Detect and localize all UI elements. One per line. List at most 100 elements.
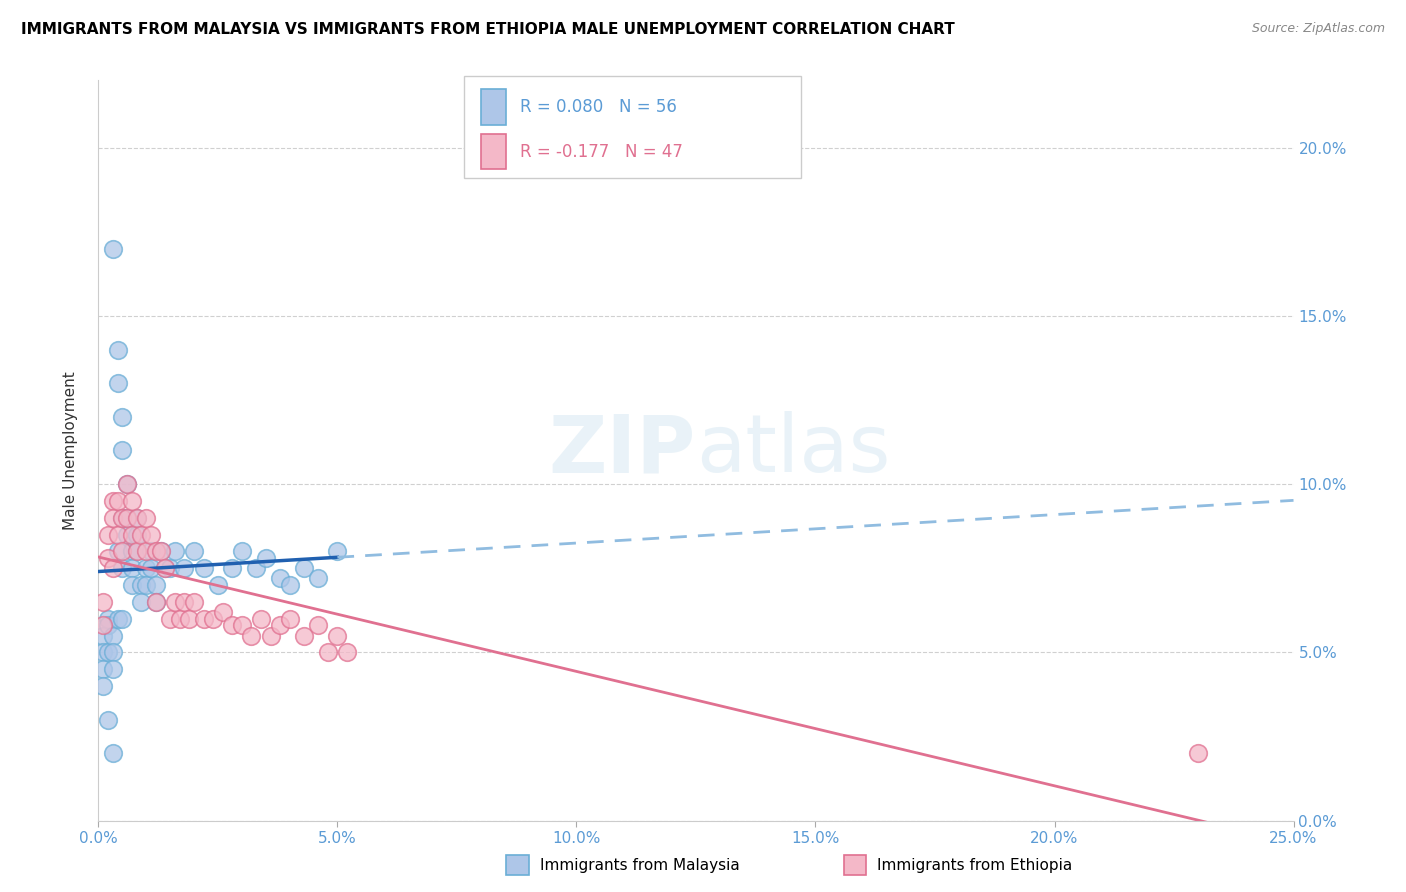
Point <box>231 544 253 558</box>
Point <box>115 477 138 491</box>
Point <box>326 628 349 642</box>
Y-axis label: Male Unemployment: Male Unemployment <box>63 371 77 530</box>
Point <box>91 662 114 676</box>
Point <box>169 612 191 626</box>
Point <box>135 578 157 592</box>
Point <box>125 510 148 524</box>
Text: R = -0.177   N = 47: R = -0.177 N = 47 <box>520 143 683 161</box>
Point <box>231 618 253 632</box>
Text: IMMIGRANTS FROM MALAYSIA VS IMMIGRANTS FROM ETHIOPIA MALE UNEMPLOYMENT CORRELATI: IMMIGRANTS FROM MALAYSIA VS IMMIGRANTS F… <box>21 22 955 37</box>
Point <box>163 595 186 609</box>
Point <box>155 561 177 575</box>
Point <box>131 578 153 592</box>
Point <box>155 561 177 575</box>
Point <box>107 343 129 357</box>
Point <box>135 544 157 558</box>
Point <box>131 527 153 541</box>
Point <box>193 561 215 575</box>
Point <box>125 544 148 558</box>
Text: ZIP: ZIP <box>548 411 696 490</box>
Point <box>254 551 277 566</box>
Point <box>125 527 148 541</box>
Point <box>292 628 315 642</box>
Point <box>131 595 153 609</box>
Point <box>97 645 120 659</box>
Point <box>121 578 143 592</box>
Point <box>139 544 162 558</box>
Text: Source: ZipAtlas.com: Source: ZipAtlas.com <box>1251 22 1385 36</box>
Point <box>145 544 167 558</box>
Point <box>107 544 129 558</box>
Point <box>107 494 129 508</box>
Point <box>91 618 114 632</box>
Point <box>250 612 273 626</box>
Point <box>107 612 129 626</box>
Point <box>125 544 148 558</box>
Point <box>107 376 129 391</box>
Point <box>101 645 124 659</box>
Point <box>159 561 181 575</box>
Point <box>111 510 134 524</box>
Point <box>316 645 339 659</box>
Point <box>97 551 120 566</box>
Point <box>269 618 291 632</box>
Point <box>207 578 229 592</box>
Point <box>97 612 120 626</box>
Point <box>336 645 359 659</box>
Point <box>91 628 114 642</box>
Point <box>307 618 329 632</box>
Point <box>159 612 181 626</box>
Text: atlas: atlas <box>696 411 890 490</box>
Point <box>292 561 315 575</box>
Point <box>179 612 201 626</box>
Point <box>111 510 134 524</box>
Point <box>111 561 134 575</box>
Point <box>326 544 349 558</box>
Point <box>101 242 124 256</box>
Point <box>121 561 143 575</box>
Point <box>101 510 124 524</box>
Text: Immigrants from Malaysia: Immigrants from Malaysia <box>540 858 740 872</box>
Point <box>211 605 233 619</box>
Point <box>91 645 114 659</box>
Point <box>145 595 167 609</box>
Point <box>145 578 167 592</box>
Point <box>173 595 195 609</box>
Point <box>278 578 301 592</box>
Point <box>278 612 301 626</box>
Point <box>101 662 124 676</box>
Point <box>91 595 114 609</box>
Point <box>101 747 124 761</box>
Point <box>111 443 134 458</box>
Point <box>307 571 329 585</box>
Point <box>111 409 134 424</box>
Point <box>91 679 114 693</box>
Point <box>173 561 195 575</box>
Point <box>97 527 120 541</box>
Point <box>145 595 167 609</box>
Point <box>101 561 124 575</box>
Point <box>245 561 267 575</box>
Point <box>101 628 124 642</box>
Point <box>269 571 291 585</box>
Point <box>139 527 162 541</box>
Point <box>121 544 143 558</box>
Point <box>259 628 281 642</box>
Point <box>163 544 186 558</box>
Point <box>111 544 134 558</box>
Text: R = 0.080   N = 56: R = 0.080 N = 56 <box>520 98 678 116</box>
Point <box>97 713 120 727</box>
Point <box>139 561 162 575</box>
Point <box>115 527 138 541</box>
Point <box>97 618 120 632</box>
Point <box>135 510 157 524</box>
Point <box>115 510 138 524</box>
Point <box>121 527 143 541</box>
Point <box>115 477 138 491</box>
Point <box>183 595 205 609</box>
Point <box>240 628 263 642</box>
Text: Immigrants from Ethiopia: Immigrants from Ethiopia <box>877 858 1073 872</box>
Point <box>125 510 148 524</box>
Point <box>115 510 138 524</box>
Point <box>183 544 205 558</box>
